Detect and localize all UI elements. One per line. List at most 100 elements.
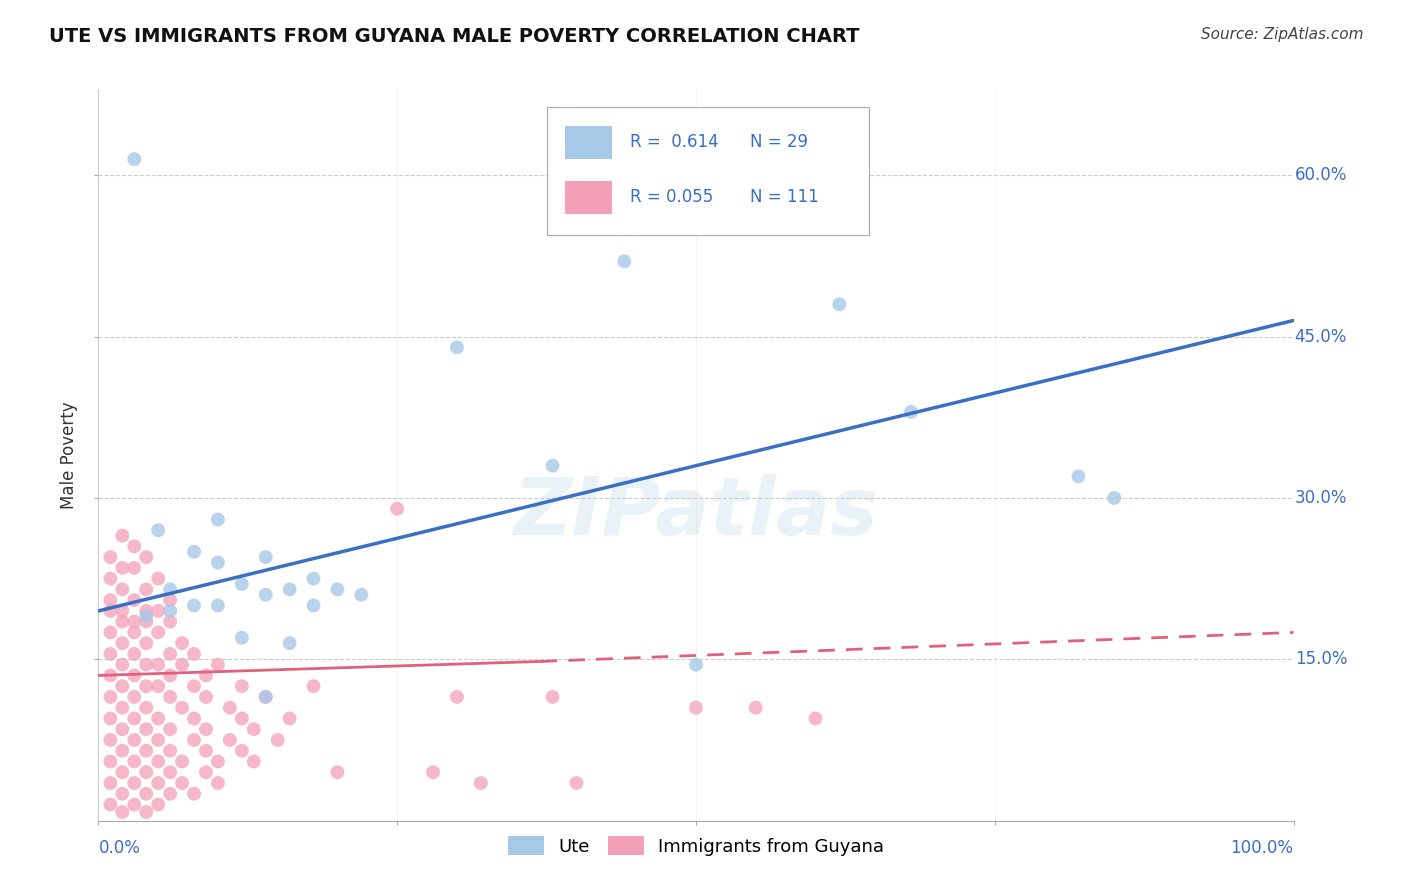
Point xyxy=(278,711,301,725)
Point xyxy=(124,593,146,607)
Point xyxy=(159,615,181,629)
Point xyxy=(207,599,229,613)
Point xyxy=(231,744,253,758)
Point xyxy=(172,657,194,672)
Point xyxy=(302,679,325,693)
Point xyxy=(111,765,134,780)
Point xyxy=(98,711,122,725)
Point xyxy=(231,631,253,645)
Point xyxy=(111,528,134,542)
Point xyxy=(172,755,194,769)
Point xyxy=(613,254,636,268)
Point xyxy=(159,765,181,780)
Point xyxy=(159,723,181,737)
Text: ZIPatlas: ZIPatlas xyxy=(513,475,879,552)
FancyBboxPatch shape xyxy=(565,126,613,159)
Point xyxy=(124,647,146,661)
Point xyxy=(98,625,122,640)
Point xyxy=(148,711,170,725)
Text: N = 111: N = 111 xyxy=(749,187,818,206)
Point xyxy=(124,797,146,812)
Point xyxy=(148,657,170,672)
Point xyxy=(207,755,229,769)
Point xyxy=(135,765,157,780)
Point xyxy=(254,550,277,565)
Point xyxy=(124,615,146,629)
Point xyxy=(159,690,181,704)
Point xyxy=(111,615,134,629)
Point xyxy=(302,572,325,586)
Point xyxy=(219,733,242,747)
Point xyxy=(195,690,218,704)
Point xyxy=(135,723,157,737)
Point xyxy=(183,711,205,725)
Text: Source: ZipAtlas.com: Source: ZipAtlas.com xyxy=(1201,27,1364,42)
Point xyxy=(98,593,122,607)
Point xyxy=(148,679,170,693)
Point xyxy=(135,609,157,624)
Point xyxy=(565,776,588,790)
Point xyxy=(231,679,253,693)
Point xyxy=(111,787,134,801)
Point xyxy=(148,776,170,790)
Point xyxy=(124,755,146,769)
Point xyxy=(243,723,266,737)
Point xyxy=(148,572,170,586)
Point xyxy=(254,690,277,704)
Point xyxy=(219,700,242,714)
Point xyxy=(111,744,134,758)
FancyBboxPatch shape xyxy=(547,108,869,235)
Point xyxy=(111,805,134,819)
Point xyxy=(422,765,444,780)
Point xyxy=(326,765,349,780)
Point xyxy=(111,679,134,693)
Point xyxy=(159,668,181,682)
Point xyxy=(98,733,122,747)
Point xyxy=(111,604,134,618)
Point xyxy=(350,588,373,602)
Point xyxy=(159,593,181,607)
Point xyxy=(745,700,768,714)
Point xyxy=(148,755,170,769)
Point xyxy=(207,556,229,570)
Point xyxy=(470,776,492,790)
Text: 0.0%: 0.0% xyxy=(98,838,141,857)
Point xyxy=(183,647,205,661)
Point xyxy=(446,690,468,704)
Point xyxy=(98,755,122,769)
Y-axis label: Male Poverty: Male Poverty xyxy=(60,401,79,508)
Point xyxy=(207,776,229,790)
Point xyxy=(159,787,181,801)
Text: 100.0%: 100.0% xyxy=(1230,838,1294,857)
Text: R = 0.055: R = 0.055 xyxy=(630,187,713,206)
Point xyxy=(98,572,122,586)
Point xyxy=(111,561,134,575)
Point xyxy=(183,599,205,613)
Point xyxy=(541,690,564,704)
Point xyxy=(98,668,122,682)
Text: N = 29: N = 29 xyxy=(749,133,808,151)
Point xyxy=(183,733,205,747)
Point xyxy=(243,755,266,769)
Point xyxy=(98,690,122,704)
Point xyxy=(195,668,218,682)
Point xyxy=(124,668,146,682)
Text: UTE VS IMMIGRANTS FROM GUYANA MALE POVERTY CORRELATION CHART: UTE VS IMMIGRANTS FROM GUYANA MALE POVER… xyxy=(49,27,859,45)
Point xyxy=(124,776,146,790)
Point xyxy=(195,765,218,780)
Point xyxy=(254,690,277,704)
Point xyxy=(124,561,146,575)
Point xyxy=(135,805,157,819)
Point xyxy=(302,599,325,613)
Point xyxy=(183,545,205,559)
Point xyxy=(124,733,146,747)
Point xyxy=(159,647,181,661)
Point xyxy=(685,657,707,672)
Point xyxy=(1104,491,1126,505)
Point xyxy=(148,625,170,640)
Point xyxy=(111,582,134,597)
Point xyxy=(804,711,827,725)
Point xyxy=(148,523,170,537)
Point xyxy=(231,711,253,725)
Point xyxy=(124,152,146,166)
